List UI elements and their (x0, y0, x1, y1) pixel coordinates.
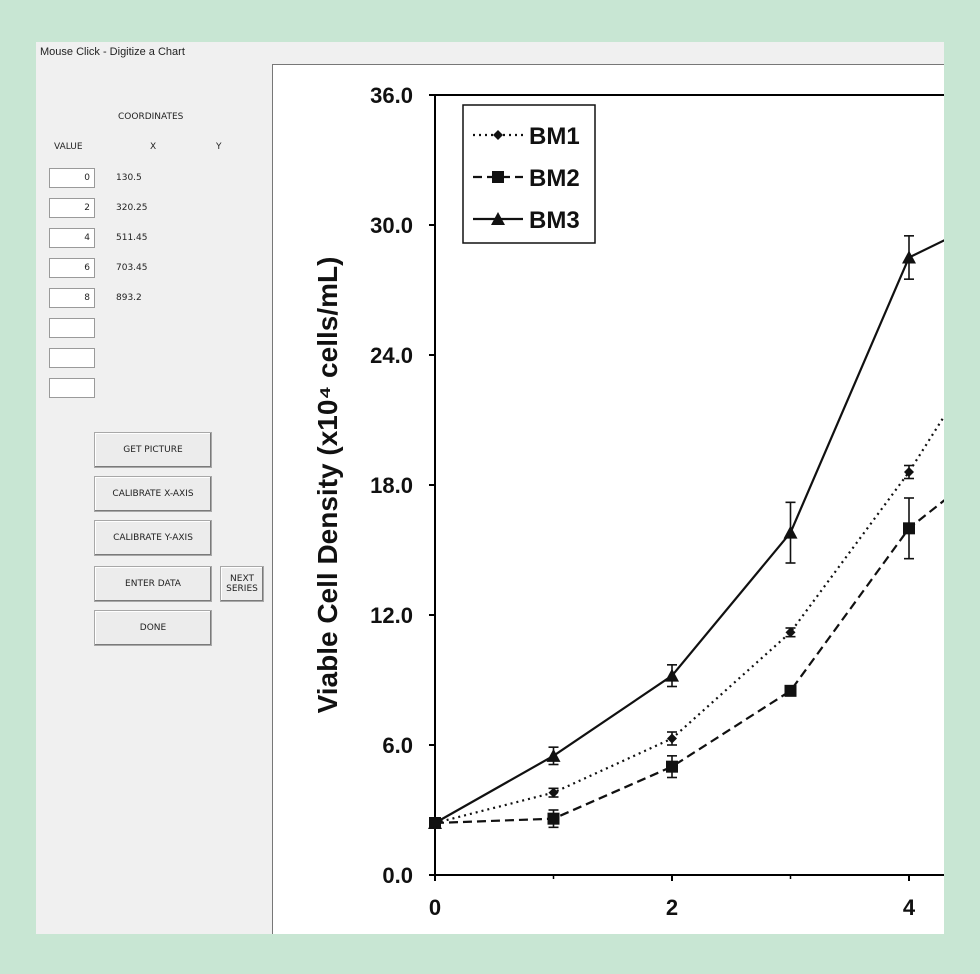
y-tick-label: 0.0 (382, 863, 413, 888)
window-title: Mouse Click - Digitize a Chart (40, 46, 185, 58)
x-coordinate-3: 511.45 (116, 233, 148, 243)
next-series-button[interactable]: NEXT SERIES (220, 566, 264, 602)
data-point-bm3 (665, 668, 679, 682)
legend-label-bm1: BM1 (529, 123, 580, 150)
enter-data-button[interactable]: ENTER DATA (94, 566, 212, 602)
calibrate-y-axis-button[interactable]: CALIBRATE Y-AXIS (94, 520, 212, 556)
series-line-bm1 (434, 415, 944, 825)
x-tick-label: 0 (429, 895, 441, 920)
y-tick-label: 12.0 (370, 603, 413, 628)
legend-label-bm2: BM2 (529, 165, 580, 192)
data-point-bm1 (785, 627, 796, 638)
value-input-7[interactable] (49, 348, 95, 368)
done-button[interactable]: DONE (94, 610, 212, 646)
y-tick-label: 18.0 (370, 473, 413, 498)
y-tick-label: 30.0 (370, 213, 413, 238)
legend-label-bm3: BM3 (529, 207, 580, 234)
value-column-header: VALUE (54, 142, 83, 152)
value-input-2[interactable]: 2 (49, 198, 95, 218)
legend-marker-bm1 (493, 130, 503, 140)
chart-canvas[interactable]: 0.0 6.0 12.0 18.0 24.0 30.0 36.0 0 2 4 Viable Cell… (272, 64, 944, 934)
series-line-bm2 (434, 499, 944, 825)
x-coordinate-4: 703.45 (116, 263, 148, 273)
y-tick-label: 6.0 (382, 733, 413, 758)
data-point-bm1 (548, 787, 559, 798)
value-input-8[interactable] (49, 378, 95, 398)
data-point-bm2 (547, 812, 560, 825)
y-tick-label: 24.0 (370, 343, 413, 368)
data-point-bm1 (667, 733, 677, 744)
value-input-3[interactable]: 4 (49, 228, 95, 248)
data-point-bm2 (666, 760, 678, 773)
data-point-bm3 (783, 525, 798, 539)
y-column-header: Y (216, 142, 222, 152)
legend-marker-bm3 (491, 212, 505, 225)
x-coordinate-2: 320.25 (116, 203, 148, 213)
data-point-bm3 (902, 250, 916, 264)
x-coordinate-1: 130.5 (116, 173, 142, 183)
y-axis-label: Viable Cell Density (x10⁴ cells/mL) (312, 257, 343, 714)
legend-marker-bm2 (492, 171, 504, 183)
get-picture-button[interactable]: GET PICTURE (94, 432, 212, 468)
value-input-4[interactable]: 6 (49, 258, 95, 278)
data-point-bm2 (903, 522, 915, 535)
data-point-bm3 (428, 816, 442, 829)
app-window: Mouse Click - Digitize a Chart COORDINAT… (36, 42, 944, 934)
x-tick-label: 2 (666, 895, 678, 920)
data-point-bm2 (784, 684, 797, 697)
data-point-bm1 (904, 467, 914, 477)
viable-cell-density-chart: 0.0 6.0 12.0 18.0 24.0 30.0 36.0 0 2 4 Viable Cell… (312, 83, 944, 920)
control-panel: COORDINATES VALUE X Y 0 130.5 2 320.25 4… (36, 42, 272, 934)
x-coordinate-5: 893.2 (116, 293, 142, 303)
value-input-5[interactable]: 8 (49, 288, 95, 308)
coordinates-heading: COORDINATES (118, 112, 184, 122)
value-input-6[interactable] (49, 318, 95, 338)
x-column-header: X (150, 142, 157, 152)
data-point-bm3 (546, 748, 561, 762)
x-tick-label: 4 (903, 895, 916, 920)
value-input-1[interactable]: 0 (49, 168, 95, 188)
calibrate-x-axis-button[interactable]: CALIBRATE X-AXIS (94, 476, 212, 512)
series-line-bm3 (434, 239, 944, 824)
y-tick-label: 36.0 (370, 83, 413, 108)
